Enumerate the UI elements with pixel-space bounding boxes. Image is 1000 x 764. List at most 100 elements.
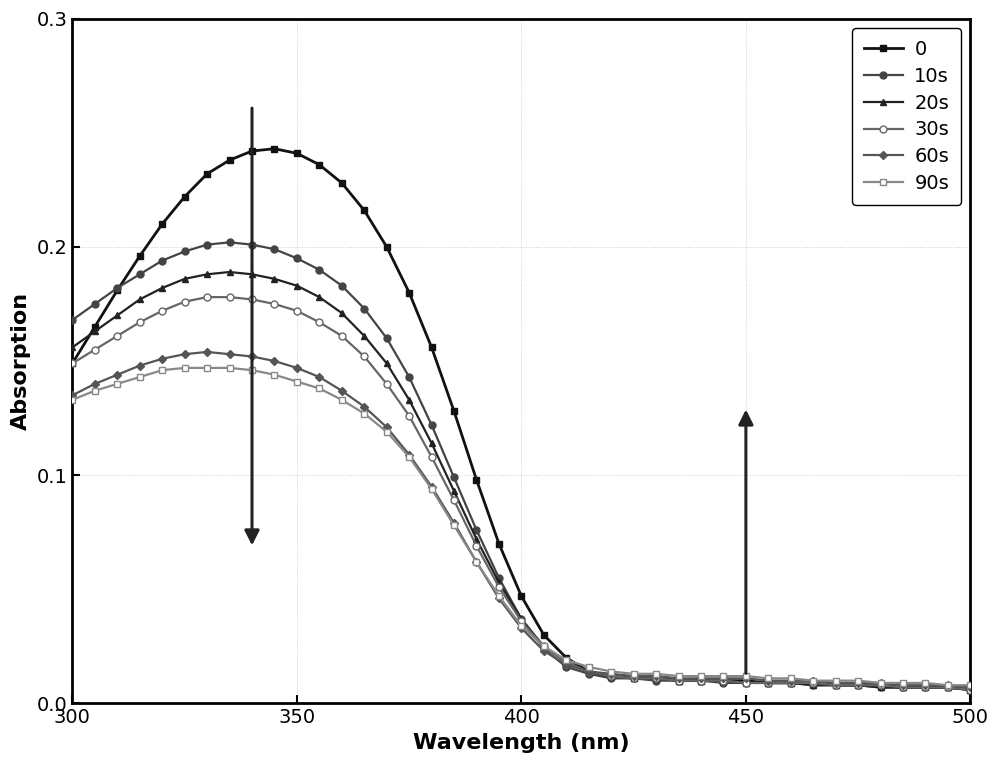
0 [111, 286, 123, 295]
20s [470, 535, 482, 544]
30s [291, 306, 303, 316]
60s [964, 683, 976, 692]
90s [583, 662, 595, 672]
30s [246, 295, 258, 304]
30s [224, 293, 236, 302]
10s [964, 685, 976, 694]
30s [897, 683, 909, 692]
30s [695, 676, 707, 685]
0 [807, 678, 819, 688]
90s [246, 366, 258, 375]
10s [336, 281, 348, 290]
60s [179, 350, 191, 359]
20s [650, 674, 662, 683]
90s [628, 669, 640, 678]
0 [673, 676, 685, 685]
30s [403, 411, 415, 420]
10s [628, 674, 640, 683]
60s [268, 357, 280, 366]
Line: 60s: 60s [70, 349, 973, 690]
10s [852, 681, 864, 690]
90s [291, 377, 303, 386]
0 [291, 149, 303, 158]
0 [426, 343, 438, 352]
20s [583, 667, 595, 676]
60s [785, 676, 797, 685]
10s [426, 420, 438, 429]
20s [740, 678, 752, 688]
10s [875, 683, 887, 692]
60s [111, 370, 123, 379]
90s [919, 678, 931, 688]
0 [785, 678, 797, 688]
10s [538, 644, 550, 653]
10s [605, 674, 617, 683]
90s [224, 364, 236, 373]
10s [89, 299, 101, 309]
10s [650, 676, 662, 685]
90s [964, 681, 976, 690]
20s [875, 683, 887, 692]
0 [538, 630, 550, 639]
60s [381, 422, 393, 432]
20s [852, 681, 864, 690]
0 [628, 674, 640, 683]
90s [336, 395, 348, 404]
90s [897, 678, 909, 688]
30s [381, 379, 393, 388]
10s [179, 247, 191, 256]
10s [111, 283, 123, 293]
0 [717, 676, 729, 685]
30s [448, 496, 460, 505]
60s [156, 354, 168, 364]
0 [493, 539, 505, 549]
Line: 30s: 30s [69, 293, 974, 693]
60s [470, 558, 482, 567]
30s [942, 683, 954, 692]
60s [673, 674, 685, 683]
90s [785, 674, 797, 683]
0 [268, 144, 280, 154]
Y-axis label: Absorption: Absorption [11, 292, 31, 430]
10s [201, 240, 213, 249]
10s [66, 316, 78, 325]
30s [538, 642, 550, 651]
20s [538, 642, 550, 651]
60s [201, 348, 213, 357]
10s [942, 683, 954, 692]
10s [470, 526, 482, 535]
90s [605, 667, 617, 676]
10s [762, 678, 774, 688]
20s [66, 343, 78, 352]
90s [875, 678, 887, 688]
0 [762, 678, 774, 688]
90s [156, 366, 168, 375]
20s [830, 681, 842, 690]
0 [313, 160, 325, 170]
20s [493, 578, 505, 587]
0 [740, 676, 752, 685]
90s [538, 642, 550, 651]
20s [717, 676, 729, 685]
0 [381, 242, 393, 251]
10s [156, 256, 168, 265]
10s [381, 334, 393, 343]
0 [89, 322, 101, 332]
20s [785, 678, 797, 688]
90s [493, 591, 505, 601]
Line: 10s: 10s [69, 239, 974, 693]
90s [852, 676, 864, 685]
60s [493, 594, 505, 603]
10s [515, 614, 527, 623]
20s [628, 674, 640, 683]
60s [919, 681, 931, 690]
0 [156, 219, 168, 228]
90s [201, 364, 213, 373]
0 [66, 359, 78, 368]
20s [403, 395, 415, 404]
90s [448, 521, 460, 530]
90s [426, 484, 438, 494]
90s [650, 669, 662, 678]
60s [650, 672, 662, 681]
10s [740, 678, 752, 688]
